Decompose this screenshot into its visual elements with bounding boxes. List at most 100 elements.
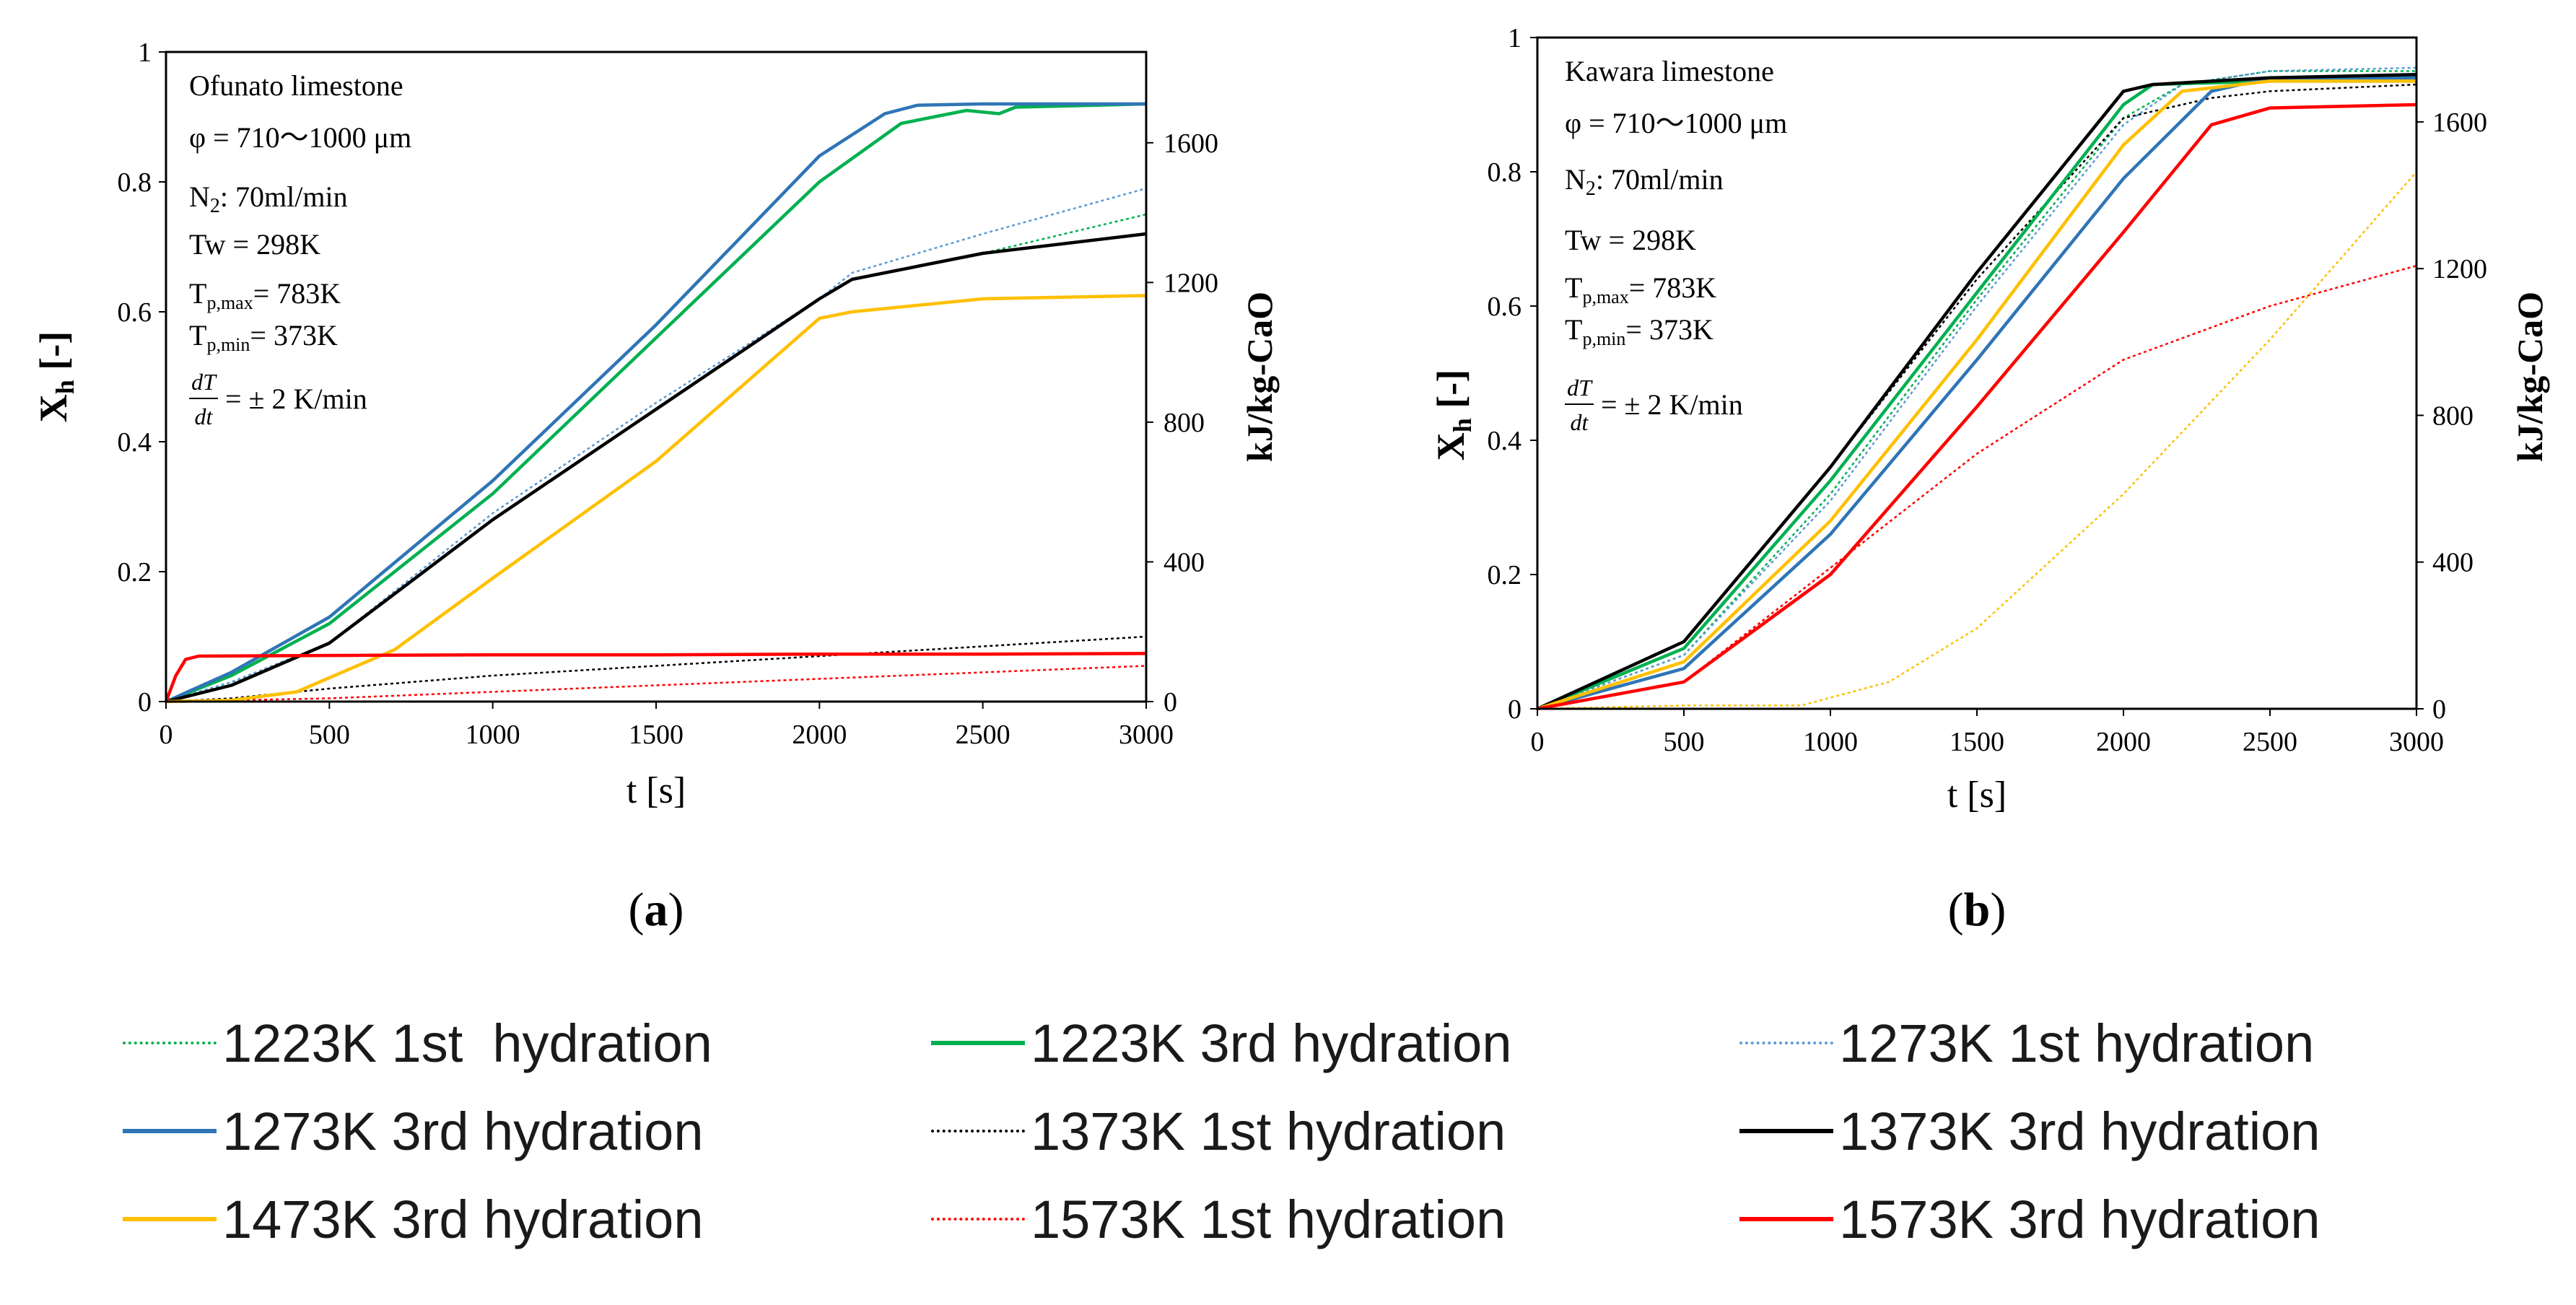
svg-text:= ± 2 K/min: = ± 2 K/min bbox=[225, 383, 367, 415]
legend-label: 1373K 1st hydration bbox=[1031, 1101, 1506, 1161]
panel-b-y2-tick-label: 1600 bbox=[2432, 108, 2487, 138]
panel-b-x-tick-label: 0 bbox=[1531, 727, 1545, 757]
panel-a-series-s1223_3 bbox=[165, 102, 1147, 704]
panel-a-n2: N2: 70ml/min bbox=[189, 180, 348, 217]
panel-b-rate: dT dt = ± 2 K/min bbox=[1565, 375, 1743, 435]
panel-b-series-s1573_1 bbox=[1537, 264, 2417, 710]
panel-a-y2-tick-label: 1600 bbox=[1163, 128, 1218, 159]
panel-b-y2-tick-label: 1200 bbox=[2432, 254, 2487, 284]
panel-a-y2-tick-label: 400 bbox=[1163, 547, 1205, 577]
panel-a-y-tick-label: 0.2 bbox=[118, 557, 152, 588]
panel-b-x-tick-label: 3000 bbox=[2389, 727, 2444, 757]
panel-b-y-tick-label: 0.2 bbox=[1488, 560, 1522, 590]
panel-a-series-s1373_1 bbox=[165, 635, 1147, 703]
legend-swatch bbox=[123, 1042, 217, 1044]
panel-b-y2-tick-label: 400 bbox=[2432, 548, 2474, 578]
legend-item-s1473_3: 1473K 3rd hydration bbox=[123, 1179, 703, 1259]
legend-label: 1473K 3rd hydration bbox=[222, 1189, 704, 1249]
panel-b-series-s1273_1 bbox=[1537, 66, 2417, 710]
legend-label: 1273K 1st hydration bbox=[1839, 1013, 2315, 1073]
svg-text:= ± 2 K/min: = ± 2 K/min bbox=[1601, 388, 1743, 421]
panel-b-series-s1273_3 bbox=[1537, 76, 2416, 711]
panel-a-y-axis-label: Xh [-] bbox=[32, 331, 79, 422]
legend-label: 1273K 3rd hydration bbox=[222, 1101, 704, 1161]
panel-a-series-s1273_1 bbox=[165, 187, 1147, 703]
legend-item-s1373_1: 1373K 1st hydration bbox=[931, 1091, 1506, 1171]
panel-b-series-s1473_3 bbox=[1537, 79, 2416, 711]
panel-b-tpmax: Tp,max= 783K bbox=[1565, 271, 1716, 307]
panel-a-y-tick-label: 1 bbox=[138, 38, 152, 68]
legend-swatch bbox=[123, 1129, 217, 1133]
panel-b-y2-tick-label: 0 bbox=[2432, 694, 2446, 725]
panel-a-y-tick-label: 0.8 bbox=[118, 167, 152, 198]
legend-swatch bbox=[1739, 1217, 1833, 1221]
legend-swatch bbox=[931, 1130, 1025, 1132]
panel-b-y-axis-label: Xh [-] bbox=[1429, 370, 1477, 461]
panel-a-y-tick-label: 0 bbox=[138, 687, 152, 717]
panel-a-series-s1373_3 bbox=[165, 232, 1147, 704]
panel-a-y2-ticks: 0 400 800 1200 1600 bbox=[1146, 128, 1218, 717]
legend-item-s1273_3: 1273K 3rd hydration bbox=[123, 1091, 703, 1171]
panel-a-x-tick-label: 1000 bbox=[466, 720, 520, 750]
legend-label: 1223K 3rd hydration bbox=[1031, 1013, 1512, 1073]
panel-b-x-tick-label: 2500 bbox=[2243, 727, 2297, 757]
panel-a-x-tick-label: 500 bbox=[309, 720, 350, 750]
panel-a-x-tick-label: 2000 bbox=[792, 720, 847, 750]
panel-a-x-tick-label: 0 bbox=[160, 720, 173, 750]
panel-b: 0 500 1000 1500 2000 2500 3000 00.20.40.60.81 … bbox=[1429, 23, 2550, 936]
panel-a-x-axis-label: t [s] bbox=[626, 770, 686, 811]
legend-label: 1573K 1st hydration bbox=[1031, 1189, 1506, 1249]
panel-b-label: (b) bbox=[1948, 883, 2007, 936]
panel-a: 0 500 1000 1500 2000 2500 3000 00.20.40.60.81 … bbox=[32, 38, 1280, 936]
legend-swatch bbox=[1739, 1042, 1833, 1044]
legend-label: 1223K 1st hydration bbox=[222, 1013, 712, 1073]
panel-a-tw: Tw = 298K bbox=[189, 228, 320, 261]
panel-b-y-ticks: 0 0.2 0.4 0.6 0.8 1 bbox=[1488, 23, 1537, 725]
panel-b-y-tick-label: 0 bbox=[1508, 694, 1521, 725]
legend-swatch bbox=[123, 1217, 217, 1221]
panel-b-y2-axis-label: kJ/kg-CaO bbox=[2510, 292, 2550, 462]
panel-b-series-s1573_3 bbox=[1537, 102, 2417, 711]
legend-swatch bbox=[931, 1218, 1025, 1221]
panel-b-y-tick-label: 0.6 bbox=[1488, 292, 1522, 322]
panel-b-series bbox=[1537, 66, 2417, 711]
panel-b-size: φ = 710〜1000 μm bbox=[1565, 107, 1787, 139]
legend-item-s1223_3: 1223K 3rd hydration bbox=[931, 1003, 1511, 1083]
panel-a-y-tick-label: 0.6 bbox=[118, 297, 152, 328]
panel-b-y-tick-label: 0.4 bbox=[1488, 426, 1522, 456]
legend-label: 1373K 3rd hydration bbox=[1839, 1101, 2320, 1161]
panel-b-y2-ticks: 0 400 800 1200 1600 bbox=[2416, 108, 2487, 725]
panel-a-x-tick-label: 3000 bbox=[1119, 720, 1174, 750]
panel-a-series-s1273_3 bbox=[165, 102, 1146, 704]
panel-a-x-tick-label: 1500 bbox=[629, 720, 684, 750]
panel-a-label: (a) bbox=[629, 883, 684, 936]
legend-item-s1223_1: 1223K 1st hydration bbox=[123, 1003, 712, 1083]
legend-item-s1573_1: 1573K 1st hydration bbox=[931, 1179, 1506, 1259]
panel-b-x-tick-label: 1000 bbox=[1803, 727, 1858, 757]
legend-item-s1373_3: 1373K 3rd hydration bbox=[1739, 1091, 2320, 1171]
panel-b-tw: Tw = 298K bbox=[1565, 224, 1696, 256]
panel-a-size: φ = 710〜1000 μm bbox=[189, 121, 411, 154]
panel-b-series-s1473_1 bbox=[1537, 171, 2417, 710]
svg-text:dT: dT bbox=[1567, 375, 1593, 401]
panel-a-y2-tick-label: 800 bbox=[1163, 408, 1205, 438]
legend-swatch bbox=[931, 1041, 1025, 1045]
svg-text:dt: dt bbox=[1571, 409, 1589, 435]
panel-b-tpmin: Tp,min= 373K bbox=[1565, 313, 1713, 349]
legend: 1223K 1st hydration 1223K 3rd hydration 12… bbox=[123, 1003, 2562, 1292]
legend-item-s1273_1: 1273K 1st hydration bbox=[1739, 1003, 2314, 1083]
panel-b-y-tick-label: 0.8 bbox=[1488, 157, 1522, 188]
panel-b-y-tick-label: 1 bbox=[1508, 23, 1521, 53]
panel-b-material: Kawara limestone bbox=[1565, 55, 1774, 87]
panel-a-tpmin: Tp,min= 373K bbox=[189, 319, 338, 355]
panel-a-series-s1473_3 bbox=[165, 294, 1147, 704]
panel-a-tpmax: Tp,max= 783K bbox=[189, 277, 341, 313]
panel-b-x-ticks: 0 500 1000 1500 2000 2500 3000 bbox=[1531, 709, 2444, 757]
legend-item-s1573_3: 1573K 3rd hydration bbox=[1739, 1179, 2320, 1259]
panel-b-x-tick-label: 1500 bbox=[1950, 727, 2004, 757]
legend-label: 1573K 3rd hydration bbox=[1839, 1189, 2320, 1249]
panel-a-series bbox=[164, 102, 1147, 704]
panel-a-series-s1573_3 bbox=[164, 652, 1147, 702]
panel-a-y2-tick-label: 0 bbox=[1163, 687, 1177, 717]
svg-text:dT: dT bbox=[191, 369, 217, 395]
